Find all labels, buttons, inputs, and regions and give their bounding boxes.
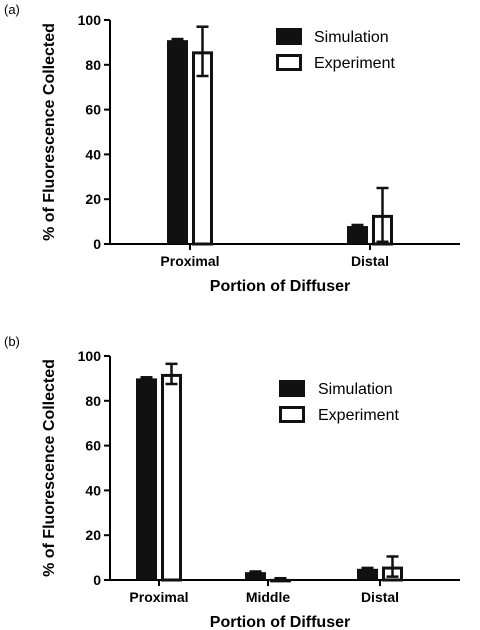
- y-tick-label: 80: [85, 393, 101, 409]
- legend-swatch: [279, 380, 305, 397]
- legend-label: Simulation: [318, 381, 393, 398]
- error-bar: [386, 555, 399, 578]
- bar-experiment: [192, 51, 213, 246]
- panel-label: (a): [4, 2, 20, 17]
- error-bar: [165, 362, 178, 386]
- y-tick-label: 40: [85, 482, 101, 498]
- legend-swatch: [276, 28, 302, 45]
- chart-panel-a: (a) 0 20 40 60 80 100 % of Fluorescence Collect…: [4, 2, 460, 295]
- legend: Simulation Experiment: [276, 28, 395, 72]
- legend-swatch: [276, 54, 302, 71]
- y-tick-label: 60: [85, 102, 101, 118]
- legend-swatch: [279, 406, 305, 423]
- error-bar: [361, 566, 374, 571]
- x-tick-label: Distal: [351, 253, 389, 269]
- legend-label: Experiment: [314, 55, 395, 72]
- y-axis-title: % of Fluorescence Collected: [41, 359, 58, 577]
- chart-panel-b: (b) 0 20 40 60 80 100 % of Fluorescence Collect…: [4, 334, 460, 630]
- y-tick-label: 20: [85, 191, 101, 207]
- panel-label: (b): [4, 334, 20, 349]
- x-tick-label: Distal: [361, 589, 399, 605]
- y-tick-label: 40: [85, 146, 101, 162]
- x-axis-title: Portion of Diffuser: [210, 278, 350, 295]
- y-tick-label: 80: [85, 57, 101, 73]
- error-bar: [351, 223, 364, 229]
- legend: Simulation Experiment: [279, 380, 399, 424]
- bar-simulation: [167, 40, 188, 244]
- error-bar: [140, 376, 153, 381]
- y-tick-label: 20: [85, 527, 101, 543]
- bar-simulation: [347, 226, 368, 244]
- bar-simulation: [357, 568, 378, 580]
- y-tick-label: 100: [78, 12, 102, 28]
- bar-experiment: [161, 373, 182, 582]
- y-tick-label: 100: [78, 348, 102, 364]
- error-bar: [376, 186, 389, 244]
- y-tick-label: 0: [93, 572, 101, 588]
- x-axis-title: Portion of Diffuser: [210, 614, 350, 630]
- y-axis-title: % of Fluorescence Collected: [41, 23, 58, 241]
- legend-label: Experiment: [318, 407, 399, 424]
- bar-simulation: [245, 572, 266, 580]
- y-tick-label: 60: [85, 438, 101, 454]
- legend-label: Simulation: [314, 29, 389, 46]
- x-tick-label: Proximal: [129, 589, 188, 605]
- error-bar: [274, 576, 287, 581]
- error-bar: [196, 25, 209, 78]
- y-tick-label: 0: [93, 236, 101, 252]
- x-tick-label: Proximal: [160, 253, 219, 269]
- x-tick-label: Middle: [246, 589, 291, 605]
- bar-simulation: [136, 378, 157, 580]
- error-bar: [171, 37, 184, 43]
- error-bar: [249, 570, 262, 575]
